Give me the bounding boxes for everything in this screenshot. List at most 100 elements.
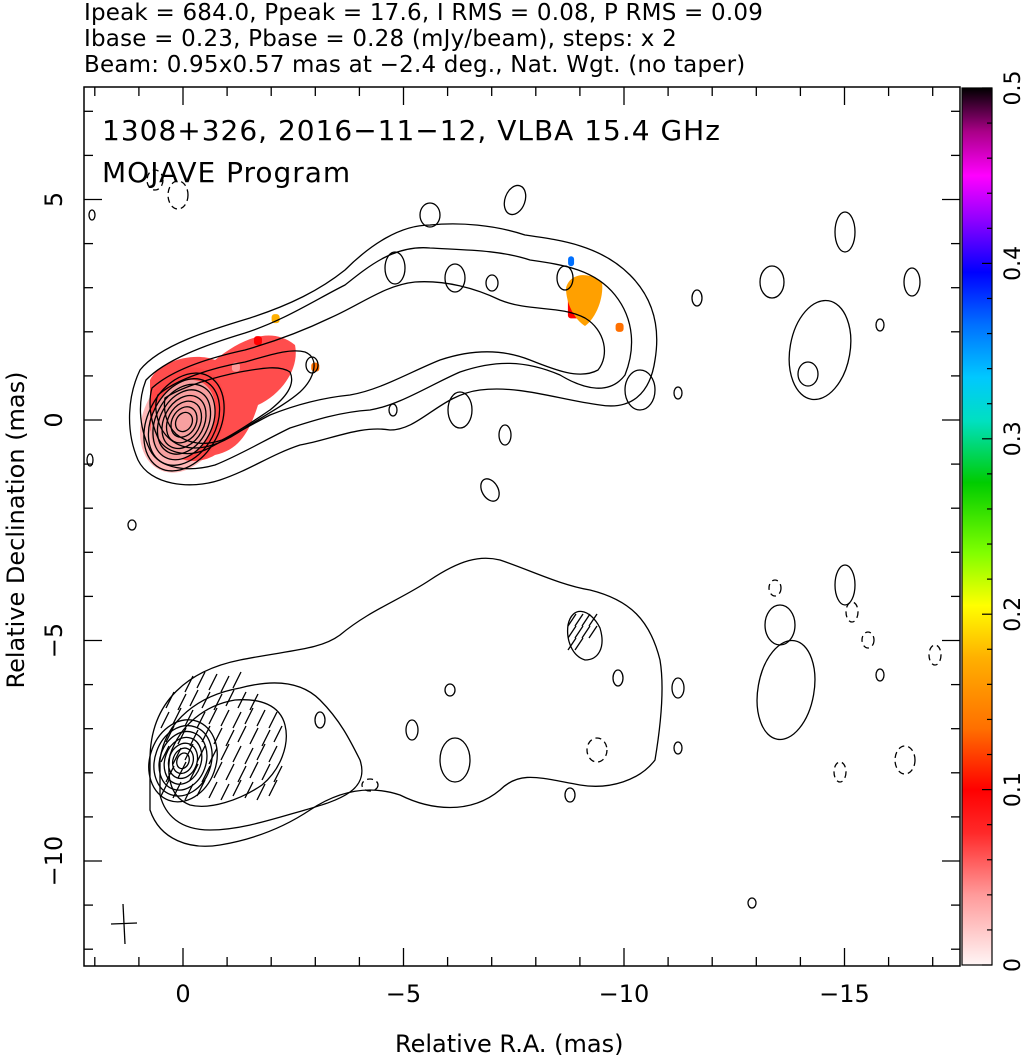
small-intensity-contour — [797, 361, 819, 387]
evpa-tick — [184, 783, 194, 801]
small-intensity-contour — [759, 265, 785, 299]
colorbar-tick-label: 0.5 — [1001, 71, 1022, 106]
y-tick-label: 5 — [40, 192, 68, 207]
x-axis: 0 −5 −10 −15 — [94, 87, 934, 1008]
evpa-tick — [232, 745, 242, 763]
small-polarized-contour — [612, 669, 624, 687]
core-polarization-fill-inner — [150, 379, 216, 461]
small-polarized-contour — [756, 639, 816, 741]
negative-polarized-contour — [768, 579, 782, 597]
evpa-tick — [220, 743, 230, 761]
evpa-tick — [172, 707, 182, 725]
evpa-tick — [225, 729, 235, 747]
evpa-tick — [220, 675, 230, 693]
core-intensity-contour — [143, 372, 225, 472]
evpa-tick — [201, 765, 211, 783]
colorbar-tick-label: 0 — [1001, 958, 1022, 972]
small-intensity-contour — [498, 424, 512, 446]
small-intensity-contour — [305, 356, 319, 374]
colorbar-tick-label: 0.3 — [1001, 421, 1022, 456]
x-tick-label: −10 — [599, 980, 650, 1008]
evpa-tick — [196, 745, 206, 763]
evpa-tick — [172, 747, 182, 765]
evpa-tick — [208, 747, 218, 765]
evpa-tick — [189, 729, 199, 747]
core-intensity-contour — [152, 383, 216, 461]
y-axis-title: Relative Declination (mas) — [2, 371, 30, 689]
evpa-tick — [261, 729, 271, 747]
evpa-tick — [237, 725, 247, 743]
jet-intensity-contour — [128, 223, 658, 486]
x-tick-label: −5 — [386, 980, 421, 1008]
evpa-tick — [249, 761, 259, 779]
evpa-tick — [268, 779, 278, 797]
core-intensity-contour — [161, 394, 207, 450]
evpa-tick — [208, 707, 218, 725]
evpa-tick — [189, 689, 199, 707]
evpa-tick — [237, 691, 247, 709]
evpa-tick — [273, 725, 283, 743]
small-intensity-contour — [834, 211, 856, 253]
small-intensity-contour — [875, 318, 885, 332]
small-polarized-contour — [444, 683, 456, 697]
evpa-tick — [232, 779, 242, 797]
evpa-tick — [213, 693, 223, 711]
negative-polarized-contour — [845, 601, 859, 623]
jet-polarized-contour — [168, 699, 287, 807]
evpa-tick — [574, 625, 584, 639]
beam-cross-marker — [110, 903, 138, 945]
evpa-tick — [165, 691, 175, 709]
small-intensity-contour — [88, 209, 96, 221]
evpa-tick — [201, 691, 211, 709]
evpa-tick — [172, 781, 182, 799]
polarized-intensity-contour — [153, 724, 213, 797]
evpa-tick — [574, 637, 584, 651]
evpa-tick — [581, 613, 591, 627]
evpa-tick — [244, 781, 254, 799]
evpa-tick — [225, 763, 235, 781]
x-tick-label: 0 — [175, 980, 190, 1008]
evpa-tick — [225, 689, 235, 707]
evpa-tick — [244, 747, 254, 765]
y-tick-label: −10 — [40, 836, 68, 887]
small-intensity-contour — [480, 478, 500, 502]
colorbar-axis: 0 0.1 0.2 0.3 0.4 0.5 — [982, 71, 1022, 972]
jet-intensity-contour — [139, 247, 633, 470]
evpa-tick — [273, 765, 283, 783]
evpa-tick — [196, 779, 206, 797]
evpa-tick — [588, 613, 598, 627]
source-label: 1308+326, 2016−11−12, VLBA 15.4 GHz — [102, 114, 721, 147]
evpa-tick — [574, 613, 584, 627]
evpa-tick — [177, 761, 187, 779]
evpa-tick — [165, 765, 175, 783]
small-intensity-contour — [127, 519, 137, 531]
polarization-patch — [568, 256, 575, 267]
evpa-tick — [208, 781, 218, 799]
header-beam-line: Beam: 0.95x0.57 mas at −2.4 deg., Nat. W… — [84, 52, 746, 78]
negative-polarized-contour — [928, 644, 942, 666]
evpa-tick — [588, 625, 598, 639]
evpa-tick — [581, 625, 591, 639]
evpa-tick — [567, 613, 577, 627]
map-frame — [83, 86, 961, 967]
x-axis-title: Relative R.A. (mas) — [395, 1030, 624, 1058]
core-intensity-contour — [170, 406, 198, 438]
y-axis: 5 0 −5 −10 — [40, 110, 960, 950]
negative-contour — [146, 169, 164, 191]
evpa-tick — [232, 711, 242, 729]
header-base-line: Ibase = 0.23, Pbase = 0.28 (mJy/beam), s… — [84, 26, 677, 52]
evpa-tick — [201, 725, 211, 743]
small-intensity-contour — [503, 184, 527, 216]
evpa-tick — [567, 625, 577, 639]
negative-polarized-contour — [361, 778, 379, 792]
colorbar-tick-label: 0.2 — [1001, 597, 1022, 632]
colorbar-tick-label: 0.1 — [1001, 772, 1022, 807]
evpa-tick — [567, 637, 577, 651]
evpa-tick — [220, 709, 230, 727]
polarized-intensity-contour — [171, 747, 195, 775]
small-intensity-contour — [388, 403, 398, 417]
colorbar — [961, 87, 993, 966]
small-polarized-contour — [564, 787, 576, 803]
small-polarized-contour — [875, 668, 885, 682]
